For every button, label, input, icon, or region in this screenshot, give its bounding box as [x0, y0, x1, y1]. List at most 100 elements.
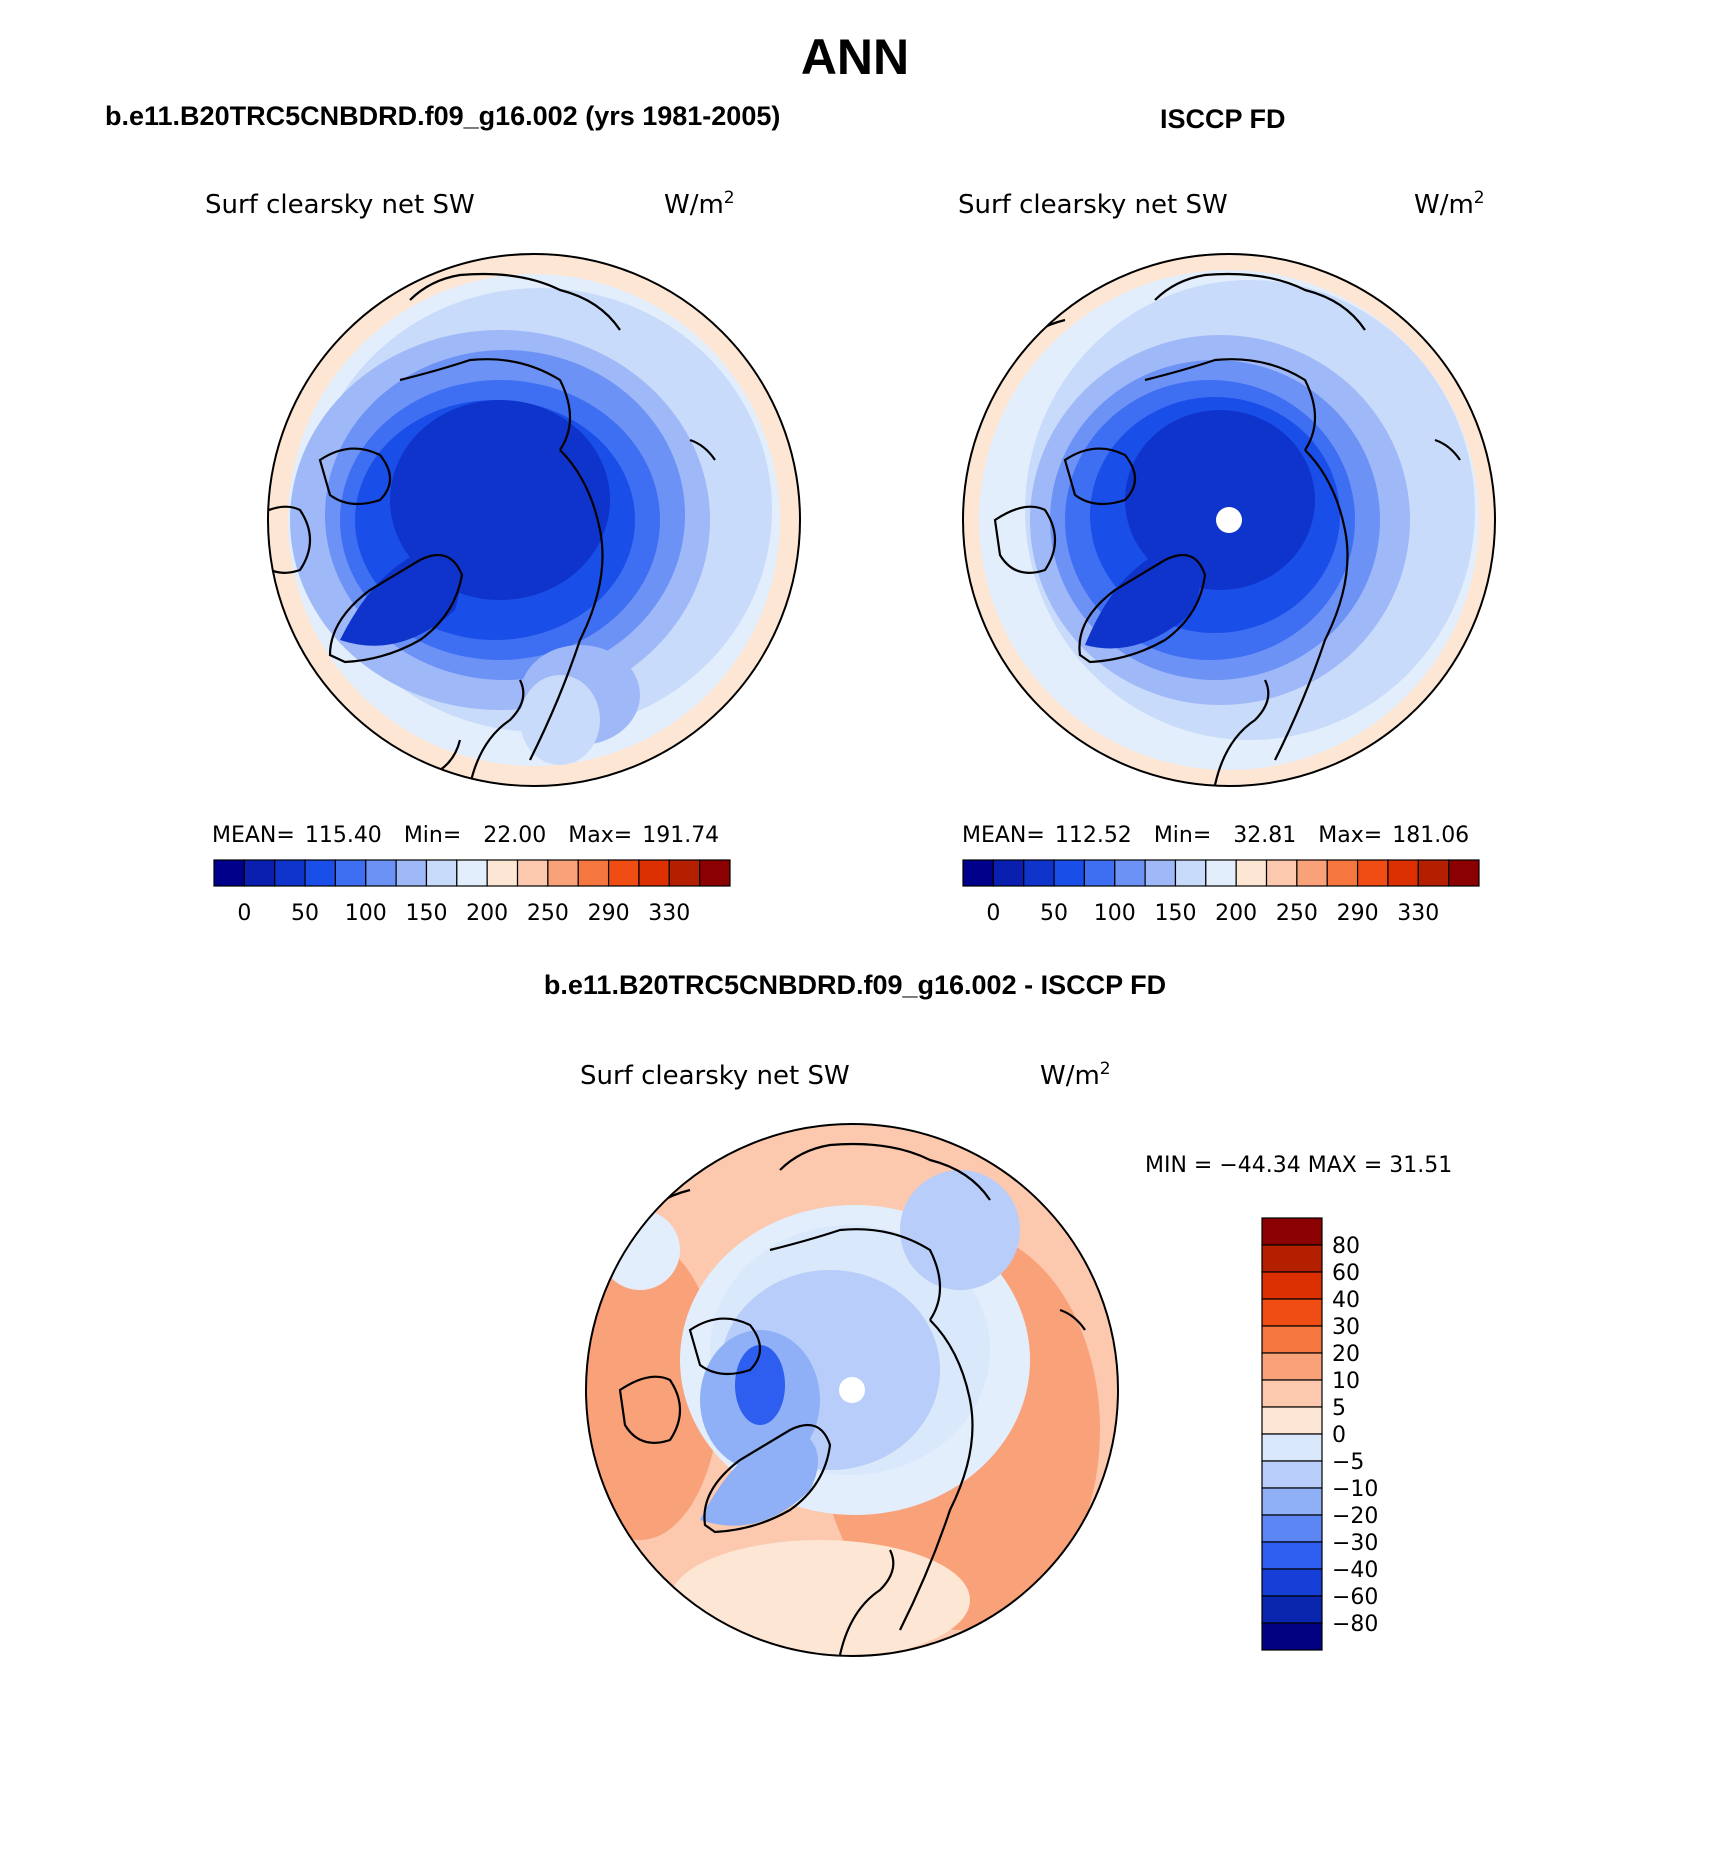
model-colorbar-tick-label: 250 — [527, 901, 569, 926]
model-max-label: Max= — [568, 823, 632, 848]
model-polar-map — [268, 254, 800, 786]
obs-case-title: ISCCP FD — [1160, 104, 1286, 134]
model-colorbar-box — [395, 859, 428, 887]
model-colorbar-tick-label: 330 — [648, 901, 690, 926]
obs-colorbar-tick-label: 330 — [1397, 901, 1439, 926]
diff-colorbar-tick-label: 10 — [1332, 1369, 1360, 1394]
diff-colorbar-tick-label: 0 — [1332, 1423, 1346, 1448]
obs-colorbar-box — [1205, 859, 1237, 887]
diff-colorbar-box — [1261, 1460, 1323, 1489]
obs-colorbar-box — [1265, 859, 1298, 887]
model-min-label: Min= — [404, 823, 461, 848]
model-mean-value: 115.40 — [305, 823, 382, 848]
diff-units-label: W/m2 — [1040, 1059, 1111, 1091]
obs-colorbar-box — [1356, 859, 1389, 887]
model-colorbar-box — [607, 859, 640, 887]
model-colorbar-box — [213, 859, 245, 887]
model-colorbar-box — [638, 859, 670, 887]
diff-colorbar-tick-label: −30 — [1332, 1531, 1378, 1556]
model-map-panel: Surf clearsky net SW W/m2 — [205, 188, 801, 926]
model-colorbar-box — [516, 859, 549, 887]
obs-colorbar-box — [962, 859, 994, 887]
diff-colorbar-box — [1261, 1541, 1323, 1570]
obs-colorbar-box — [1235, 859, 1268, 887]
obs-colorbar-box — [1053, 859, 1086, 887]
obs-mean-label: MEAN= — [962, 823, 1045, 848]
obs-colorbar-tick-label: 150 — [1154, 901, 1196, 926]
diff-colorbar-tick-label: −5 — [1332, 1450, 1364, 1475]
diff-colorbar-box — [1261, 1244, 1323, 1273]
obs-colorbar-tick-label: 250 — [1276, 901, 1318, 926]
diff-colorbar-box — [1261, 1595, 1323, 1624]
obs-units-label: W/m2 — [1414, 188, 1485, 220]
obs-coastlines — [993, 272, 1461, 786]
diff-colorbar-tick-label: −20 — [1332, 1504, 1378, 1529]
diff-colorbar-box — [1261, 1406, 1323, 1435]
diff-colorbar-tick-label: −10 — [1332, 1477, 1378, 1502]
model-colorbar: 0 50 100 150 200 250 290 330 — [213, 859, 731, 926]
diff-colorbar-box — [1261, 1325, 1323, 1354]
diff-colorbar-box — [1261, 1487, 1323, 1516]
diff-colorbar-tick-label: 5 — [1332, 1396, 1346, 1421]
difference-map-panel: Surf clearsky net SW W/m2 MIN = −44.34 M… — [580, 1059, 1452, 1657]
model-variable-label: Surf clearsky net SW — [205, 190, 475, 220]
model-colorbar-box — [668, 859, 701, 887]
obs-colorbar-box — [1083, 859, 1116, 887]
model-units-label: W/m2 — [664, 188, 735, 220]
model-colorbar-tick-label: 200 — [466, 901, 508, 926]
model-colorbar-box — [274, 859, 306, 887]
model-mean-label: MEAN= — [212, 823, 295, 848]
obs-colorbar-box — [1326, 859, 1359, 887]
diff-variable-label: Surf clearsky net SW — [580, 1061, 850, 1091]
diff-colorbar-box — [1261, 1379, 1323, 1408]
obs-colorbar-box — [992, 859, 1025, 887]
model-case-title: b.e11.B20TRC5CNBDRD.f09_g16.002 (yrs 198… — [105, 101, 781, 131]
obs-colorbar-tick-label: 290 — [1337, 901, 1379, 926]
model-colorbar-box — [425, 859, 458, 887]
diff-colorbar-box — [1261, 1217, 1323, 1246]
obs-min-label: Min= — [1154, 823, 1211, 848]
difference-title: b.e11.B20TRC5CNBDRD.f09_g16.002 - ISCCP … — [543, 970, 1167, 1000]
model-colorbar-box — [243, 859, 276, 887]
diff-colorbar-tick-label: 80 — [1332, 1234, 1360, 1259]
model-colorbar-box — [547, 859, 579, 887]
diff-colorbar-tick-label: −40 — [1332, 1558, 1378, 1583]
obs-colorbar-tick-label: 50 — [1040, 901, 1068, 926]
obs-colorbar-box — [1296, 859, 1328, 887]
diff-colorbar-tick-label: 60 — [1332, 1261, 1360, 1286]
obs-map-panel: Surf clearsky net SW W/m2 MEAN= 1 — [958, 188, 1496, 926]
model-colorbar-box — [304, 859, 337, 887]
model-colorbar-tick-label: 50 — [291, 901, 319, 926]
diff-colorbar-tick-label: 30 — [1332, 1315, 1360, 1340]
obs-colorbar-tick-label: 100 — [1094, 901, 1136, 926]
obs-colorbar-box — [1023, 859, 1055, 887]
difference-coastlines — [618, 1142, 1086, 1656]
model-min-value: 22.00 — [483, 823, 546, 848]
obs-colorbar: 0 50 100 150 200 250 290 330 — [962, 859, 1480, 926]
obs-colorbar-box — [1417, 859, 1450, 887]
diff-colorbar-tick-label: 40 — [1332, 1288, 1360, 1313]
model-colorbar-box — [577, 859, 610, 887]
diff-colorbar-box — [1261, 1433, 1323, 1462]
diff-colorbar-box — [1261, 1271, 1323, 1300]
obs-colorbar-tick-label: 200 — [1215, 901, 1257, 926]
obs-colorbar-tick-label: 0 — [986, 901, 1000, 926]
model-colorbar-box — [456, 859, 488, 887]
diff-colorbar-box — [1261, 1352, 1323, 1381]
diff-colorbar-tick-label: 20 — [1332, 1342, 1360, 1367]
model-colorbar-box — [365, 859, 397, 887]
diff-colorbar-tick-label: −60 — [1332, 1585, 1378, 1610]
obs-polar-map — [963, 254, 1495, 786]
obs-colorbar-box — [1114, 859, 1146, 887]
model-colorbar-tick-label: 290 — [588, 901, 630, 926]
diff-colorbar-box — [1261, 1622, 1323, 1651]
obs-mean-value: 112.52 — [1055, 823, 1132, 848]
diff-colorbar-box — [1261, 1514, 1323, 1543]
obs-max-value: 181.06 — [1392, 823, 1469, 848]
model-max-value: 191.74 — [642, 823, 719, 848]
model-colorbar-tick-label: 0 — [237, 901, 251, 926]
model-colorbar-tick-label: 100 — [345, 901, 387, 926]
